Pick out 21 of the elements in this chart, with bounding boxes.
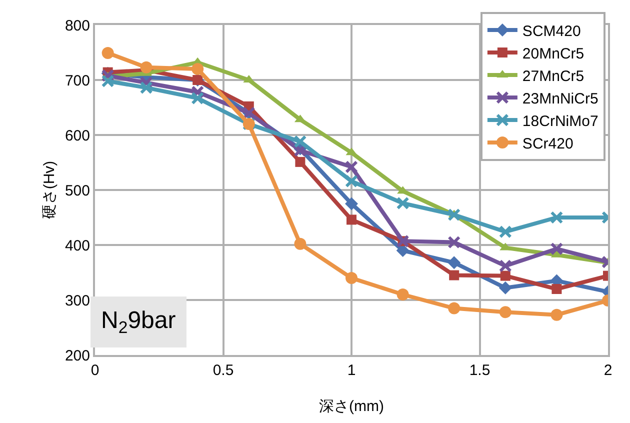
x-tick-label: 1 (347, 362, 356, 379)
y-tick-label: 500 (64, 182, 90, 200)
y-tick-label: 400 (64, 237, 90, 254)
x-tick-label: 1.5 (469, 362, 490, 379)
y-axis-title: 硬さ(Hv) (41, 160, 58, 220)
legend-label: 20MnCr5 (522, 45, 584, 62)
x-tick-label: 0.5 (212, 362, 234, 379)
y-tick-label: 700 (64, 72, 90, 90)
y-tick-label: 300 (64, 292, 90, 310)
y-tick-label: 200 (64, 347, 90, 364)
legend-label: 27MnCr5 (522, 68, 584, 85)
y-tick-label: 800 (64, 17, 90, 34)
x-tick-label: 2 (604, 362, 612, 379)
x-tick-label: 0 (90, 362, 100, 379)
legend-label: 18CrNiMo7 (522, 112, 598, 130)
legend-label: 23MnNiCr5 (522, 90, 598, 108)
annotation: N$_{2}$9bar (101, 307, 176, 338)
legend-label: SCM420 (522, 22, 581, 40)
y-tick-label: 600 (64, 127, 90, 144)
legend-label: SCr420 (522, 135, 574, 152)
x-axis-title: 深さ(mm) (319, 398, 384, 415)
